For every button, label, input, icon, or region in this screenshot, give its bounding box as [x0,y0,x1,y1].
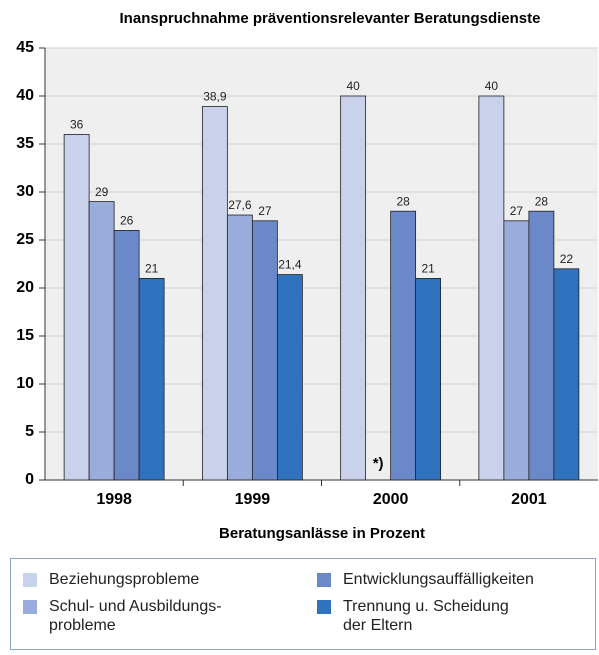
y-tick-label: 0 [25,471,34,488]
data-label: 27,6 [228,198,252,212]
x-tick-label: 2000 [373,491,409,508]
bar [226,214,253,481]
y-tick-label: 45 [16,39,34,56]
x-tick-label: 2001 [511,491,547,508]
legend-swatch [23,600,37,614]
legend: Beziehungsprobleme Schul- und Ausbildungs… [10,558,596,650]
data-label: 21 [421,262,435,276]
annotation: *) [373,455,384,472]
legend-label: Trennung u. Scheidung der Eltern [343,598,509,634]
x-axis-label: Beratungsanlässe in Prozent [219,525,425,542]
y-tick-label: 10 [16,375,34,392]
data-label: 27 [510,204,524,218]
y-tick-label: 30 [16,183,34,200]
bar [478,95,505,481]
bar [138,277,165,481]
bar [63,133,90,481]
bar [528,210,555,481]
bar [390,210,417,481]
data-label: 26 [120,214,134,228]
y-tick-label: 25 [16,231,34,248]
bar [88,201,115,481]
y-tick-label: 35 [16,135,34,152]
legend-swatch [317,600,331,614]
legend-entry: Entwicklungsauffälligkeiten [317,570,534,589]
bar [201,106,228,481]
bar [503,220,530,481]
data-label: 28 [535,194,549,208]
data-label: 22 [560,252,574,266]
x-tick-label: 1998 [96,491,132,508]
data-label: 40 [485,79,499,93]
bar [113,229,140,481]
data-label: 40 [346,79,360,93]
bar [251,220,278,481]
y-tick-label: 15 [16,327,34,344]
data-label: 21 [145,262,159,276]
data-label: 27 [258,204,272,218]
legend-entry: Schul- und Ausbildungs- probleme [23,597,222,635]
data-label: 36 [70,118,84,132]
chart: Inanspruchnahme präventionsrelevanter Be… [16,10,598,542]
legend-swatch [317,573,331,587]
chart-title: Inanspruchnahme präventionsrelevanter Be… [120,10,541,27]
legend-label: Schul- und Ausbildungs- probleme [49,598,222,634]
data-label: 21,4 [278,258,302,272]
bar [553,268,580,481]
legend-swatch [23,573,37,587]
bar [276,274,303,481]
bar [340,95,367,481]
bar [415,277,442,481]
x-tick-label: 1999 [235,491,271,508]
y-tick-label: 40 [16,87,34,104]
legend-label: Entwicklungsauffälligkeiten [343,571,534,588]
y-tick-label: 20 [16,279,34,296]
y-tick-label: 5 [25,423,34,440]
data-label: 28 [396,194,410,208]
legend-label: Beziehungsprobleme [49,571,200,588]
data-label: 38,9 [203,90,227,104]
legend-entry: Trennung u. Scheidung der Eltern [317,597,509,635]
legend-entry: Beziehungsprobleme [23,570,199,589]
data-label: 29 [95,185,109,199]
